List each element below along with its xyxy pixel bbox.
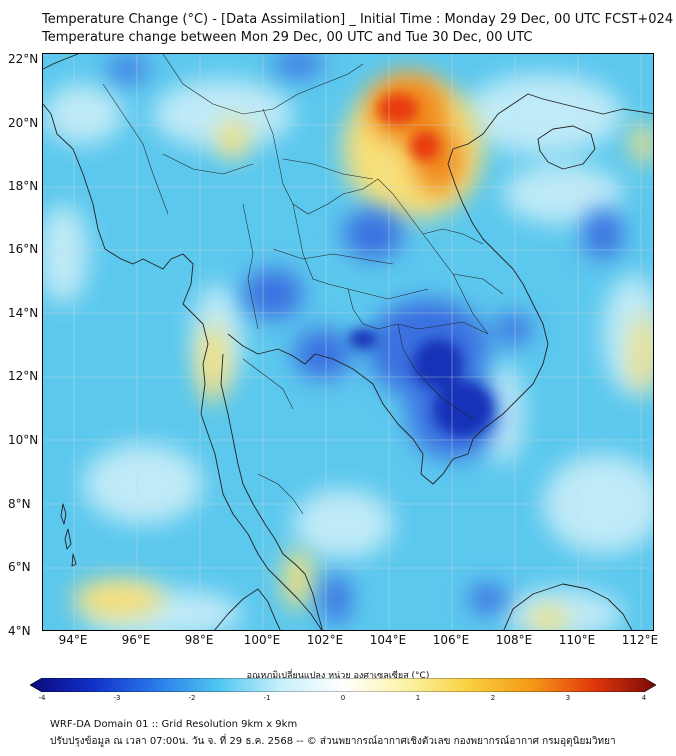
lat-label: 16°N — [8, 242, 39, 256]
colorbar-ramp — [30, 678, 656, 692]
lon-label: 110°E — [558, 633, 596, 647]
lat-label: 18°N — [8, 179, 39, 193]
field-hotspot-areas — [378, 94, 440, 161]
lon-label: 108°E — [495, 633, 533, 647]
colorbar-tick: 0 — [340, 694, 346, 702]
lat-label: 20°N — [8, 116, 39, 130]
colorbar-tick: -3 — [113, 694, 121, 702]
lon-label: 100°E — [243, 633, 281, 647]
lat-lon-grid — [43, 54, 653, 630]
colorbar-tick: -1 — [263, 694, 271, 702]
lat-label: 8°N — [8, 497, 31, 511]
lon-label: 106°E — [432, 633, 470, 647]
colorbar-tick: -2 — [188, 694, 196, 702]
footer-model-info: WRF-DA Domain 01 :: Grid Resolution 9km … — [50, 719, 298, 730]
internal-borders — [102, 54, 504, 515]
coastlines-and-borders — [43, 54, 653, 630]
lon-label: 98°E — [184, 633, 214, 647]
colorbar-tick: 3 — [565, 694, 571, 702]
lon-label: 104°E — [369, 633, 407, 647]
lat-label: 6°N — [8, 560, 31, 574]
lon-label: 96°E — [121, 633, 151, 647]
colorbar — [30, 678, 656, 692]
lat-label: 22°N — [8, 52, 39, 66]
colorbar-tick: 1 — [415, 694, 421, 702]
map-canvas — [43, 54, 653, 630]
map-subtitle: Temperature change between Mon 29 Dec, 0… — [42, 30, 533, 45]
map-title: Temperature Change (°C) - [Data Assimila… — [42, 12, 674, 27]
colorbar-tick: -4 — [38, 694, 46, 702]
footer-update-info: ปรับปรุงข้อมูล ณ เวลา 07:00น. วัน จ. ที่… — [50, 736, 616, 747]
lat-label: 10°N — [8, 433, 39, 447]
colorbar-tick: 2 — [490, 694, 496, 702]
lon-label: 94°E — [58, 633, 88, 647]
lon-label: 112°E — [621, 633, 659, 647]
lon-label: 102°E — [306, 633, 344, 647]
colorbar-title: อุณหภูมิเปลี่ยนแปลง หน่วย องศาเซลเซียส (… — [246, 671, 430, 681]
lat-label: 14°N — [8, 306, 39, 320]
lat-label: 12°N — [8, 369, 39, 383]
lat-label: 4°N — [8, 624, 31, 638]
temperature-change-map — [42, 53, 654, 631]
field-very-cold-areas — [348, 329, 493, 437]
colorbar-tick: 4 — [641, 694, 647, 702]
